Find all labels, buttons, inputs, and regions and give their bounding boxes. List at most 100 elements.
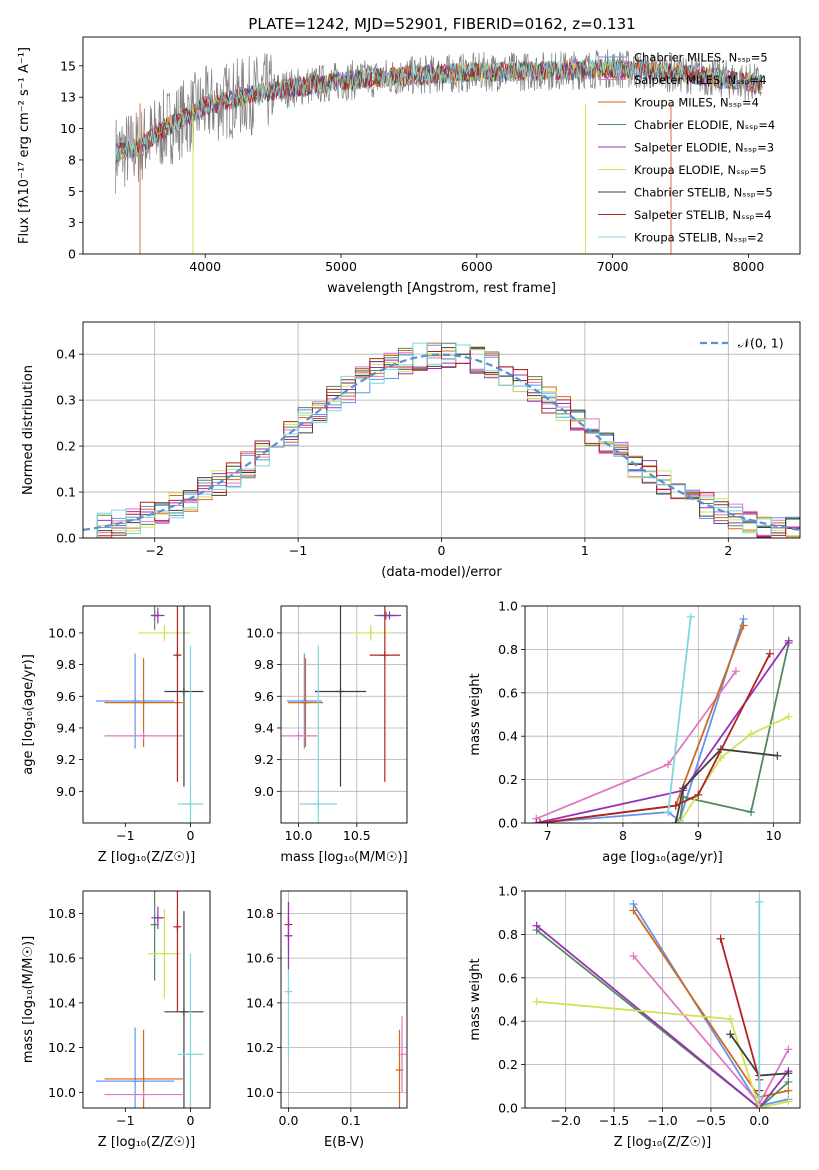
weight-marker xyxy=(784,1086,793,1095)
weight-line xyxy=(536,929,789,1108)
y-tick-label: 10.6 xyxy=(246,951,274,966)
y-tick-label: 10.8 xyxy=(48,906,76,921)
weight-marker xyxy=(716,753,725,762)
weight-marker xyxy=(679,784,688,793)
x-tick-label: 0 xyxy=(186,1113,194,1128)
age-vs-mass-plot-area xyxy=(281,606,402,823)
weight-vs-age-frame xyxy=(524,605,801,824)
y-tick-label: 0.6 xyxy=(498,970,518,985)
x-tick-label: 5000 xyxy=(325,259,357,274)
weight-marker xyxy=(664,760,673,769)
errorbar-point xyxy=(173,651,182,660)
weight-marker xyxy=(784,1069,793,1078)
weight-marker xyxy=(755,897,764,906)
x-tick-label: −2 xyxy=(145,543,163,558)
y-tick-label: 9.0 xyxy=(56,784,76,799)
y-tick-label: 1.0 xyxy=(498,599,518,614)
weight-marker xyxy=(532,997,541,1006)
weight-marker xyxy=(675,819,684,823)
spectrum-legend: Chabrier MILES, Nₛₛₚ=5 Salpeter MILES, Nₛ… xyxy=(598,51,775,245)
x-tick-label: 0.1 xyxy=(341,1113,361,1128)
weight-line xyxy=(536,925,790,1108)
x-tick-label: 8 xyxy=(619,828,627,843)
weight-marker xyxy=(784,1045,793,1054)
y-tick-label: 10.2 xyxy=(246,1040,274,1055)
y-tick-label: 0.2 xyxy=(498,772,518,787)
y-tick-label: 0.4 xyxy=(56,347,76,362)
errorbar-point xyxy=(139,698,148,707)
errorbar-point xyxy=(294,731,303,740)
y-tick-label: 10.0 xyxy=(246,1085,274,1100)
weight-marker xyxy=(726,1015,735,1024)
x-tick-label: 4000 xyxy=(189,259,221,274)
x-tick-label: 10.5 xyxy=(343,828,371,843)
weight-marker xyxy=(532,921,541,930)
x-tick-label: −1 xyxy=(116,1113,134,1128)
figure-title: PLATE=1242, MJD=52901, FIBERID=0162, z=0… xyxy=(248,15,635,33)
weight-marker xyxy=(731,667,740,676)
age-vs-mass-frame xyxy=(280,605,408,824)
y-tick-label: 0.1 xyxy=(56,485,76,500)
weight-line xyxy=(667,616,692,813)
x-tick-label: 10 xyxy=(766,828,782,843)
weight-line xyxy=(678,642,790,823)
weight-marker xyxy=(532,819,541,823)
y-tick-label: 10.4 xyxy=(246,995,274,1010)
y-tick-label: 9.2 xyxy=(254,752,274,767)
gaussian-curve xyxy=(83,353,800,531)
y-tick-label: 0.8 xyxy=(498,927,518,942)
errorbar-point xyxy=(385,611,394,620)
model-spectrum-line xyxy=(115,57,763,164)
x-axis-label: E(B-V) xyxy=(324,1135,364,1150)
y-tick-label: 0.0 xyxy=(56,531,76,546)
y-tick-label: 10.6 xyxy=(48,951,76,966)
weight-vs-Z-plot-area xyxy=(532,897,793,1108)
x-axis-label: age [log₁₀(age/yr)] xyxy=(602,850,723,865)
observed-spectrum-line xyxy=(115,49,763,194)
legend-label: Kroupa STELIB, Nₛₛₚ=2 xyxy=(634,231,764,245)
x-axis-label: Z [log₁₀(Z/Z☉)] xyxy=(614,1135,711,1150)
y-tick-label: 15 xyxy=(60,58,76,73)
y-tick-label: 9.2 xyxy=(56,752,76,767)
y-tick-label: 0.0 xyxy=(498,816,518,831)
errorbar-point xyxy=(179,1007,188,1016)
legend-label: Kroupa ELODIE, Nₛₛₚ=5 xyxy=(634,163,767,177)
residual-legend: 𝒩(0, 1) xyxy=(700,336,784,351)
errorbar-point xyxy=(173,922,182,931)
weight-vs-age-plot-area xyxy=(532,612,793,823)
y-tick-label: 10.0 xyxy=(48,625,76,640)
x-tick-label: −1.0 xyxy=(647,1113,677,1128)
x-tick-label: −1.5 xyxy=(599,1113,629,1128)
legend-label: Salpeter MILES, Nₛₛₚ=4 xyxy=(634,73,767,87)
errorbar-point xyxy=(336,687,345,696)
x-axis-label: mass [log₁₀(M/M☉)] xyxy=(280,850,407,865)
errorbar-point xyxy=(139,1074,148,1083)
errorbar-point xyxy=(160,628,169,637)
legend-label: Salpeter ELODIE, Nₛₛₚ=3 xyxy=(634,141,774,155)
y-axis-label: age [log₁₀(age/yr)] xyxy=(21,654,36,775)
y-tick-label: 0.4 xyxy=(498,1014,518,1029)
weight-marker xyxy=(739,621,748,630)
mass-vs-ebv-panel: 0.0 0.1 10.0 10.2 10.4 10.6 10.8 E(B-V) xyxy=(246,890,408,1150)
weight-marker xyxy=(784,1097,793,1106)
weight-marker xyxy=(726,1030,735,1039)
residuals-panel: −2 −1 0 1 2 0.0 0.1 0.2 0.3 0.4 (data-model)/error… xyxy=(21,321,801,580)
errorbar-point xyxy=(314,799,323,808)
y-tick-label: 5 xyxy=(68,184,76,199)
y-tick-label: 0.0 xyxy=(498,1101,518,1116)
errorbar-point xyxy=(179,687,188,696)
y-tick-label: 10.8 xyxy=(246,906,274,921)
y-tick-label: 9.6 xyxy=(56,689,76,704)
mass-vs-Z-plot-area xyxy=(96,891,204,1108)
y-tick-label: 3 xyxy=(68,215,76,230)
weight-marker xyxy=(664,808,673,817)
y-tick-label: 9.8 xyxy=(56,657,76,672)
y-tick-label: 9.8 xyxy=(254,657,274,672)
mass-vs-Z-panel: −1 0 10.0 10.2 10.4 10.6 10.8 Z [log₁₀(Z/Z☉)] ma… xyxy=(21,890,211,1150)
x-tick-label: −2.0 xyxy=(550,1113,580,1128)
x-tick-label: 6000 xyxy=(461,259,493,274)
spectrum-frame xyxy=(82,36,801,255)
spectrum-plot-area xyxy=(115,49,763,254)
y-tick-label: 10.4 xyxy=(48,995,76,1010)
